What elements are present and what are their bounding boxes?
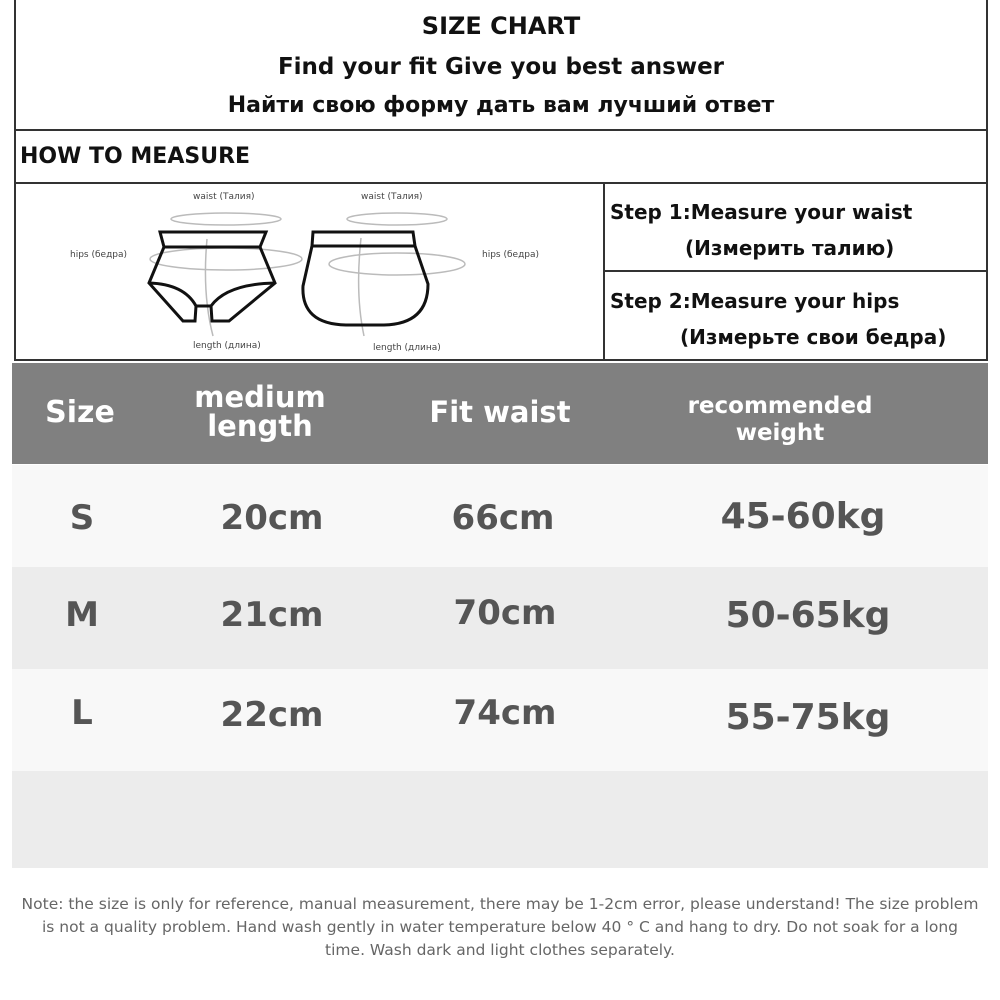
- cell-length: 22cm: [220, 695, 324, 735]
- cell-length: 21cm: [220, 595, 324, 635]
- length-label: length (длина): [373, 343, 441, 353]
- waist-label: waist (Талия): [193, 192, 255, 202]
- cell-waist: 70cm: [453, 593, 557, 633]
- measure-diagram: [147, 212, 466, 337]
- step-1-ru: (Измерить талию): [685, 236, 895, 260]
- cell-size: L: [71, 693, 93, 733]
- subtitle: Find your fit Give you best answer: [277, 54, 725, 80]
- table-row: [12, 465, 988, 567]
- table-row: [12, 669, 988, 771]
- how-to-measure-heading: HOW TO MEASURE: [20, 144, 251, 169]
- cell-weight: 50-65kg: [725, 595, 891, 636]
- step-2: Step 2:Measure your hips: [610, 289, 900, 313]
- step-1: Step 1:Measure your waist: [610, 200, 913, 224]
- subtitle-ru: Найти свою форму дать вам лучший ответ: [227, 93, 775, 118]
- cell-size: S: [69, 498, 95, 538]
- hips-label: hips (бедра): [482, 250, 540, 260]
- cell-length: 20cm: [220, 498, 324, 538]
- cell-waist: 74cm: [453, 693, 557, 733]
- col-waist: Fit waist: [429, 395, 571, 429]
- length-label: length (длина): [193, 341, 261, 351]
- hips-label: hips (бедра): [70, 250, 128, 260]
- measure-frame: [14, 0, 988, 361]
- cell-weight: 55-75kg: [725, 697, 891, 738]
- table-header: [12, 363, 988, 464]
- divider: [604, 270, 988, 272]
- col-weight: recommended weight: [687, 393, 873, 446]
- cell-weight: 45-60kg: [720, 496, 886, 537]
- waist-label: waist (Талия): [361, 192, 423, 202]
- cell-size: M: [65, 595, 99, 635]
- step-2-ru: (Измерьте свои бедра): [680, 325, 947, 349]
- divider: [14, 182, 988, 184]
- table-row: [12, 567, 988, 669]
- page-title: SIZE CHART: [421, 12, 581, 40]
- size-note: Note: the size is only for reference, ma…: [21, 895, 979, 959]
- divider: [14, 129, 988, 131]
- col-length: medium length: [194, 380, 326, 443]
- divider: [603, 183, 605, 361]
- cell-waist: 66cm: [451, 498, 555, 538]
- table-row-empty: [12, 771, 988, 868]
- col-size: Size: [45, 395, 115, 430]
